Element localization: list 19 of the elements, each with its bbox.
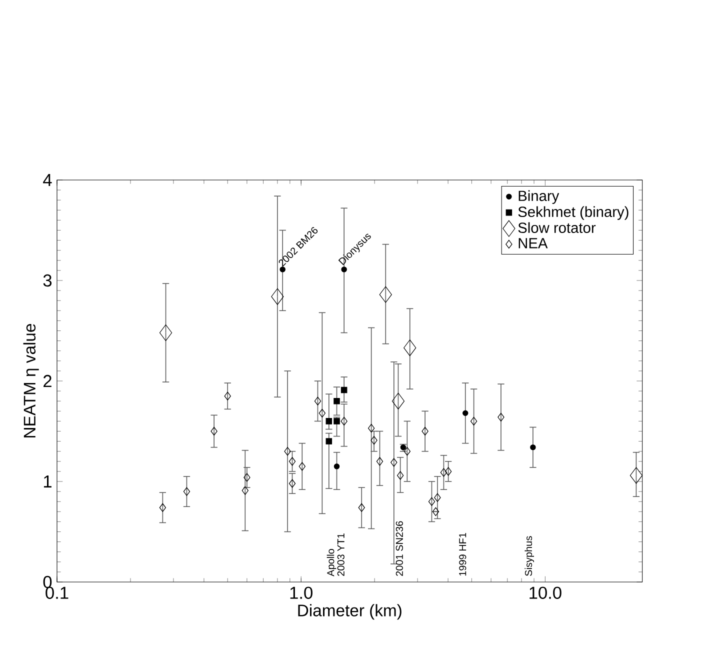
- y-tick-label: 1: [44, 476, 52, 488]
- x-axis-title: Diameter (km): [298, 604, 402, 620]
- legend-label: Slow rotator: [518, 222, 596, 233]
- annotation: Sisyphus: [524, 536, 534, 576]
- x-tick-label: 1.0: [290, 586, 312, 599]
- y-tick-label: 2: [44, 374, 52, 388]
- y-tick-label: 4: [43, 174, 52, 186]
- y-tick-label: 3: [43, 274, 52, 287]
- legend-label: Sekhmet (binary): [518, 206, 628, 220]
- annotation: 1999 HF1: [459, 532, 466, 576]
- legend-label: NEA: [518, 238, 548, 248]
- annotation: 2003 YT1: [337, 534, 344, 576]
- x-tick-label: 0.1: [46, 586, 68, 599]
- y-axis-title: NEATM η value: [23, 324, 39, 438]
- x-tick-label: 10.0: [530, 586, 562, 599]
- annotation: Apollo: [326, 548, 336, 576]
- annotation: 2001 SN236: [396, 521, 403, 576]
- y-tick-label: 0: [43, 576, 52, 588]
- legend-label: Binary: [518, 190, 560, 204]
